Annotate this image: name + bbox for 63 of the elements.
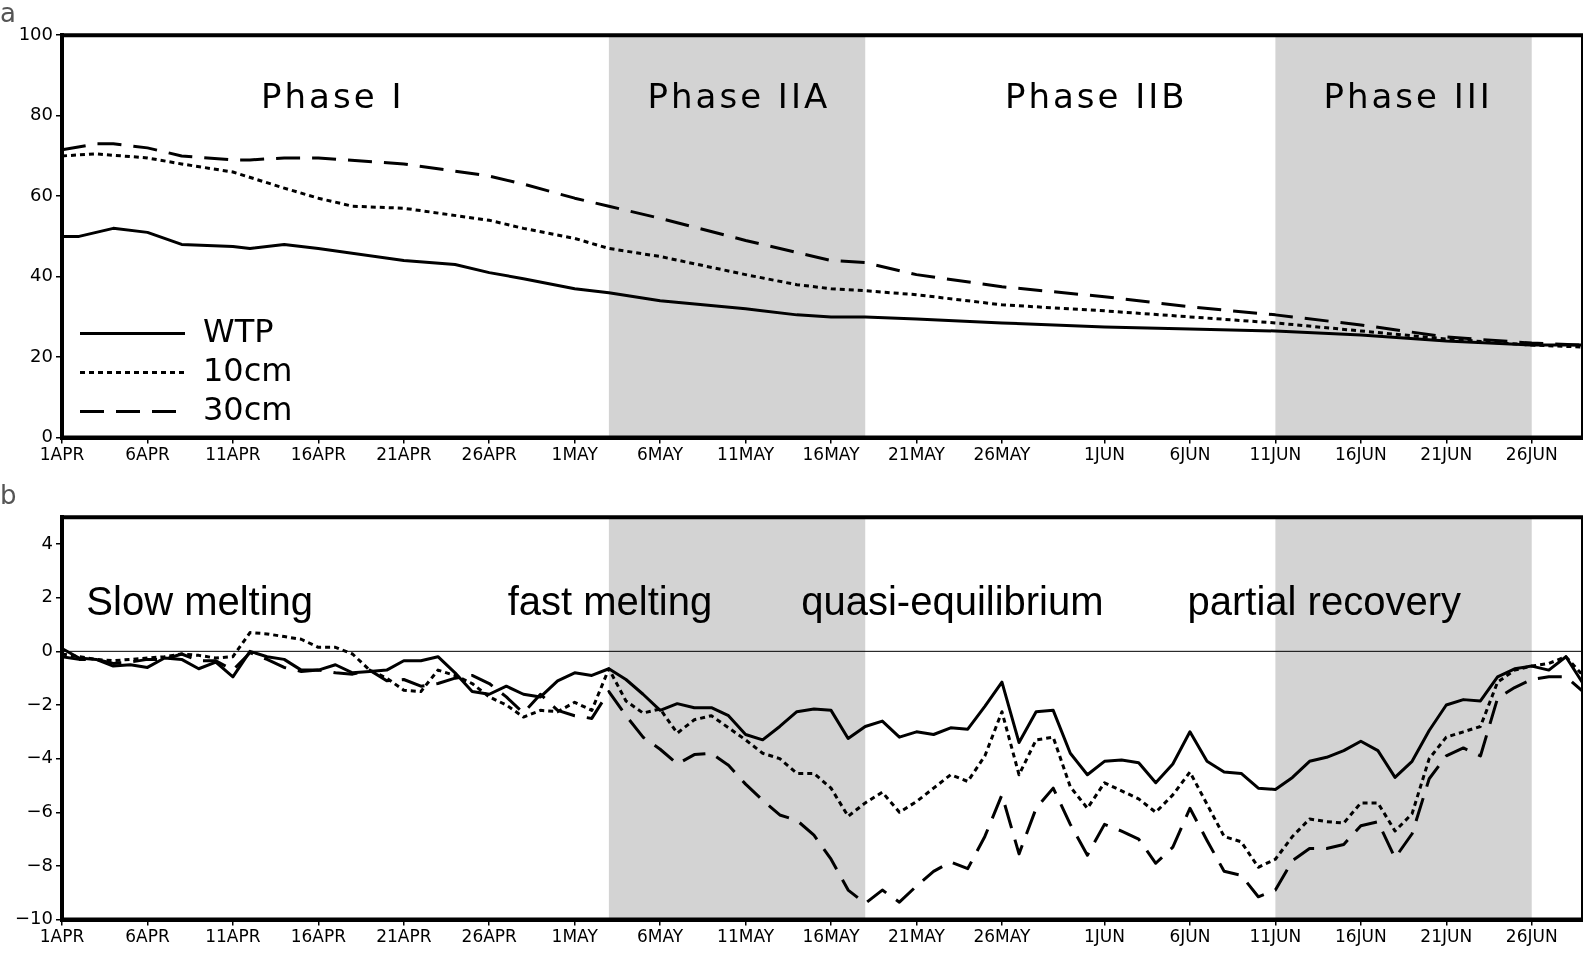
- annotation: Phase I: [261, 76, 405, 117]
- x-tick-label: 1APR: [39, 926, 85, 947]
- x-tick-label: 11JUN: [1249, 926, 1302, 947]
- x-tick-label: 26JUN: [1505, 444, 1558, 465]
- y-tick-label: 4: [41, 531, 53, 553]
- x-tick-label: 6MAY: [637, 444, 684, 465]
- x-tick-label: 1MAY: [551, 444, 599, 465]
- y-tick-label: 80: [30, 103, 53, 125]
- chart-title: a: [0, 0, 16, 29]
- y-tick-label: −10: [15, 907, 53, 929]
- y-tick-label: 100: [18, 22, 53, 44]
- y-tick-label: −6: [26, 799, 53, 821]
- legend-label: WTP: [203, 311, 274, 350]
- x-tick-label: 6APR: [125, 926, 170, 947]
- annotation: fast melting: [507, 578, 713, 623]
- x-tick-label: 16APR: [290, 444, 347, 465]
- annotation: Phase IIA: [647, 76, 831, 117]
- x-tick-label: 21MAY: [887, 444, 946, 465]
- y-tick-label: 0: [41, 639, 53, 661]
- x-tick-label: 1JUN: [1083, 444, 1125, 465]
- annotation: partial recovery: [1187, 578, 1461, 623]
- x-tick-label: 11APR: [205, 926, 261, 947]
- y-tick-label: −2: [26, 692, 53, 714]
- x-tick-label: 16MAY: [802, 444, 861, 465]
- x-tick-label: 16JUN: [1334, 926, 1387, 947]
- annotation: Phase III: [1323, 76, 1493, 117]
- x-tick-label: 26MAY: [973, 444, 1032, 465]
- x-tick-label: 1APR: [39, 444, 85, 465]
- y-tick-label: −4: [26, 746, 53, 768]
- x-tick-label: 6APR: [125, 444, 170, 465]
- annotation: Slow melting: [86, 578, 314, 623]
- x-tick-label: 1MAY: [551, 926, 599, 947]
- x-tick-label: 16JUN: [1334, 444, 1387, 465]
- legend-label: 30cm: [203, 389, 293, 428]
- x-tick-label: 6JUN: [1169, 926, 1211, 947]
- x-tick-label: 11MAY: [717, 926, 775, 947]
- y-tick-label: 20: [30, 344, 53, 366]
- y-tick-label: 2: [41, 585, 53, 607]
- x-tick-label: 6MAY: [637, 926, 684, 947]
- annotation: Phase IIB: [1004, 76, 1188, 117]
- x-tick-label: 16MAY: [802, 926, 861, 947]
- x-tick-label: 21APR: [376, 444, 432, 465]
- x-tick-label: 21MAY: [887, 926, 946, 947]
- y-tick-label: −8: [26, 853, 53, 875]
- x-tick-label: 21JUN: [1420, 926, 1473, 947]
- x-tick-label: 21APR: [376, 926, 432, 947]
- x-tick-label: 11MAY: [717, 444, 775, 465]
- y-tick-label: 0: [41, 425, 53, 447]
- x-tick-label: 26APR: [461, 444, 518, 465]
- x-tick-label: 21JUN: [1420, 444, 1473, 465]
- x-tick-label: 26APR: [461, 926, 518, 947]
- x-tick-label: 1JUN: [1083, 926, 1125, 947]
- x-tick-label: 26MAY: [973, 926, 1032, 947]
- x-tick-label: 11APR: [205, 444, 261, 465]
- x-tick-label: 26JUN: [1505, 926, 1558, 947]
- x-tick-label: 11JUN: [1249, 444, 1302, 465]
- x-tick-label: 16APR: [290, 926, 347, 947]
- annotation: quasi-equilibrium: [801, 578, 1104, 623]
- chart-title: b: [0, 480, 17, 511]
- x-tick-label: 6JUN: [1169, 444, 1211, 465]
- y-tick-label: 40: [30, 264, 53, 286]
- legend-label: 10cm: [203, 350, 293, 389]
- y-tick-label: 60: [30, 183, 53, 205]
